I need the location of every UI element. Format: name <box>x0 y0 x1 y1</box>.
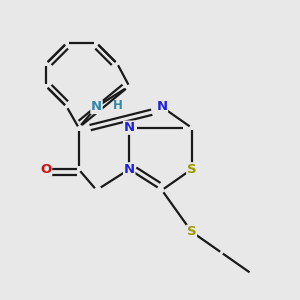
Text: H: H <box>113 99 123 112</box>
Text: S: S <box>187 225 196 238</box>
Text: O: O <box>40 163 52 176</box>
Text: N: N <box>91 100 102 113</box>
Text: N: N <box>124 163 135 176</box>
Text: N: N <box>156 100 167 113</box>
Text: S: S <box>187 163 196 176</box>
Text: N: N <box>124 121 135 134</box>
